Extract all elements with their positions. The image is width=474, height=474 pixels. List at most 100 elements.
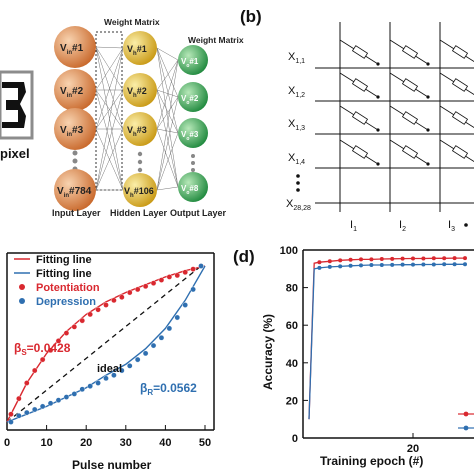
output-layer-label: Output Layer xyxy=(170,208,227,218)
memristor-icon xyxy=(389,139,430,166)
connection-line xyxy=(156,186,179,191)
beta-s-annotation: βS=0.0428 xyxy=(14,341,71,357)
accuracy-point xyxy=(359,263,363,268)
depression-point xyxy=(111,372,117,379)
connection-line xyxy=(156,89,179,98)
svg-text:Vin#3: Vin#3 xyxy=(60,125,84,138)
accuracy-point xyxy=(400,262,405,267)
potentiation-point xyxy=(79,317,86,324)
accuracy-point xyxy=(411,262,415,267)
connection-line xyxy=(156,128,179,188)
depression-point xyxy=(8,419,14,425)
connection-line xyxy=(95,89,124,130)
svg-text:Vin#2: Vin#2 xyxy=(60,86,84,99)
output-neuron-1: Vo#1 xyxy=(178,45,208,75)
input-neuron-2: Vin#2 xyxy=(54,69,96,111)
hidden-layer-label: Hidden Layer xyxy=(110,208,168,218)
hidden-neuron-2: Vh#2 xyxy=(123,73,157,107)
accuracy-point xyxy=(442,256,447,261)
potentiation-point xyxy=(174,272,181,279)
output-neuron-8: Vo#8 xyxy=(178,172,208,202)
d-x-tick-label: 20 xyxy=(407,443,419,455)
column-ellipsis-dot xyxy=(464,223,468,227)
legend-label-depression: Depression xyxy=(36,296,96,308)
depression-point xyxy=(142,350,149,357)
memristor-icon xyxy=(439,39,474,62)
accuracy-point xyxy=(327,264,332,269)
hidden-neuron-106: Vh#106 xyxy=(123,173,157,207)
output-neuron-3: Vo#3 xyxy=(178,118,208,148)
memristor-icon xyxy=(339,105,380,132)
legend-marker-potentiation xyxy=(19,284,25,290)
potentiation-point xyxy=(150,280,157,286)
depression-point xyxy=(134,356,141,363)
c-x-tick-label: 10 xyxy=(40,437,52,449)
connection-line xyxy=(95,47,124,91)
panel-c-conductance-chart: 0 10 20 30 40 50 Fitting line Fitting line Po… xyxy=(4,252,215,472)
depression-point xyxy=(198,263,204,269)
fitting-line-potentiation xyxy=(6,265,206,423)
potentiation-point xyxy=(166,274,173,280)
row-label-2: X1,2 xyxy=(288,85,305,99)
potentiation-point xyxy=(182,269,188,276)
potentiation-point xyxy=(71,324,78,330)
memristor-icon xyxy=(339,139,380,166)
hidden-ellipsis-dot xyxy=(137,159,143,165)
depression-point xyxy=(16,412,22,419)
depression-point xyxy=(182,302,188,308)
fitting-line-depression xyxy=(6,265,206,423)
memristor-icon xyxy=(439,139,474,162)
c-x-axis-label: Pulse number xyxy=(72,458,152,472)
connection-line xyxy=(95,46,124,91)
depression-point xyxy=(79,386,86,393)
depression-point xyxy=(87,383,93,389)
depression-point xyxy=(63,394,70,400)
connection-line xyxy=(95,47,124,130)
connection-line xyxy=(156,59,179,191)
accuracy-point xyxy=(431,262,436,267)
svg-text:Vo#1: Vo#1 xyxy=(181,57,199,69)
connection-line xyxy=(156,47,179,134)
accuracy-point xyxy=(390,262,395,267)
accuracy-point xyxy=(411,256,415,261)
potentiation-point xyxy=(158,277,165,283)
column-label-1: I1 xyxy=(350,219,357,233)
legend-label-fitting-1: Fitting line xyxy=(36,254,92,266)
accuracy-point xyxy=(348,263,353,268)
hidden-neuron-3: Vh#3 xyxy=(123,112,157,146)
d-y-tick-label: 40 xyxy=(286,358,298,370)
row-label-last: X28,28 xyxy=(286,198,311,212)
output-ellipsis-dot xyxy=(191,161,195,165)
d-plot-area xyxy=(308,256,474,431)
output-ellipsis-dot xyxy=(191,154,195,158)
panel-d-label: (d) xyxy=(233,247,255,266)
d-legend-marker-2 xyxy=(463,425,469,431)
connection-line xyxy=(156,47,179,188)
depression-point xyxy=(119,367,125,374)
d-y-tick-label: 60 xyxy=(286,320,298,332)
memristor-icon xyxy=(439,72,474,95)
depression-point xyxy=(71,391,78,397)
connection-line xyxy=(156,132,179,191)
connection-line xyxy=(156,96,179,191)
memristor-icon xyxy=(439,105,474,128)
memristor-icon xyxy=(389,72,430,99)
potentiation-point xyxy=(55,338,62,344)
d-y-tick-label: 0 xyxy=(292,433,298,445)
depression-point xyxy=(126,363,133,369)
accuracy-point xyxy=(348,257,353,262)
weight-matrix-label-2: Weight Matrix xyxy=(188,35,244,45)
depression-point xyxy=(166,325,173,332)
ideal-annotation: ideal xyxy=(97,363,122,375)
connection-line xyxy=(156,47,179,61)
input-ellipsis-dot xyxy=(72,150,78,156)
depression-point xyxy=(47,400,54,407)
depression-point xyxy=(158,334,165,341)
legend-label-potentiation: Potentiation xyxy=(36,282,100,294)
connection-line xyxy=(156,128,179,134)
input-neuron-3: Vin#3 xyxy=(54,108,96,150)
column-label-2: I2 xyxy=(399,219,406,233)
row-label-4: X1,4 xyxy=(288,152,305,166)
memristor-icon xyxy=(339,72,380,99)
svg-text:Vh#3: Vh#3 xyxy=(127,125,147,138)
